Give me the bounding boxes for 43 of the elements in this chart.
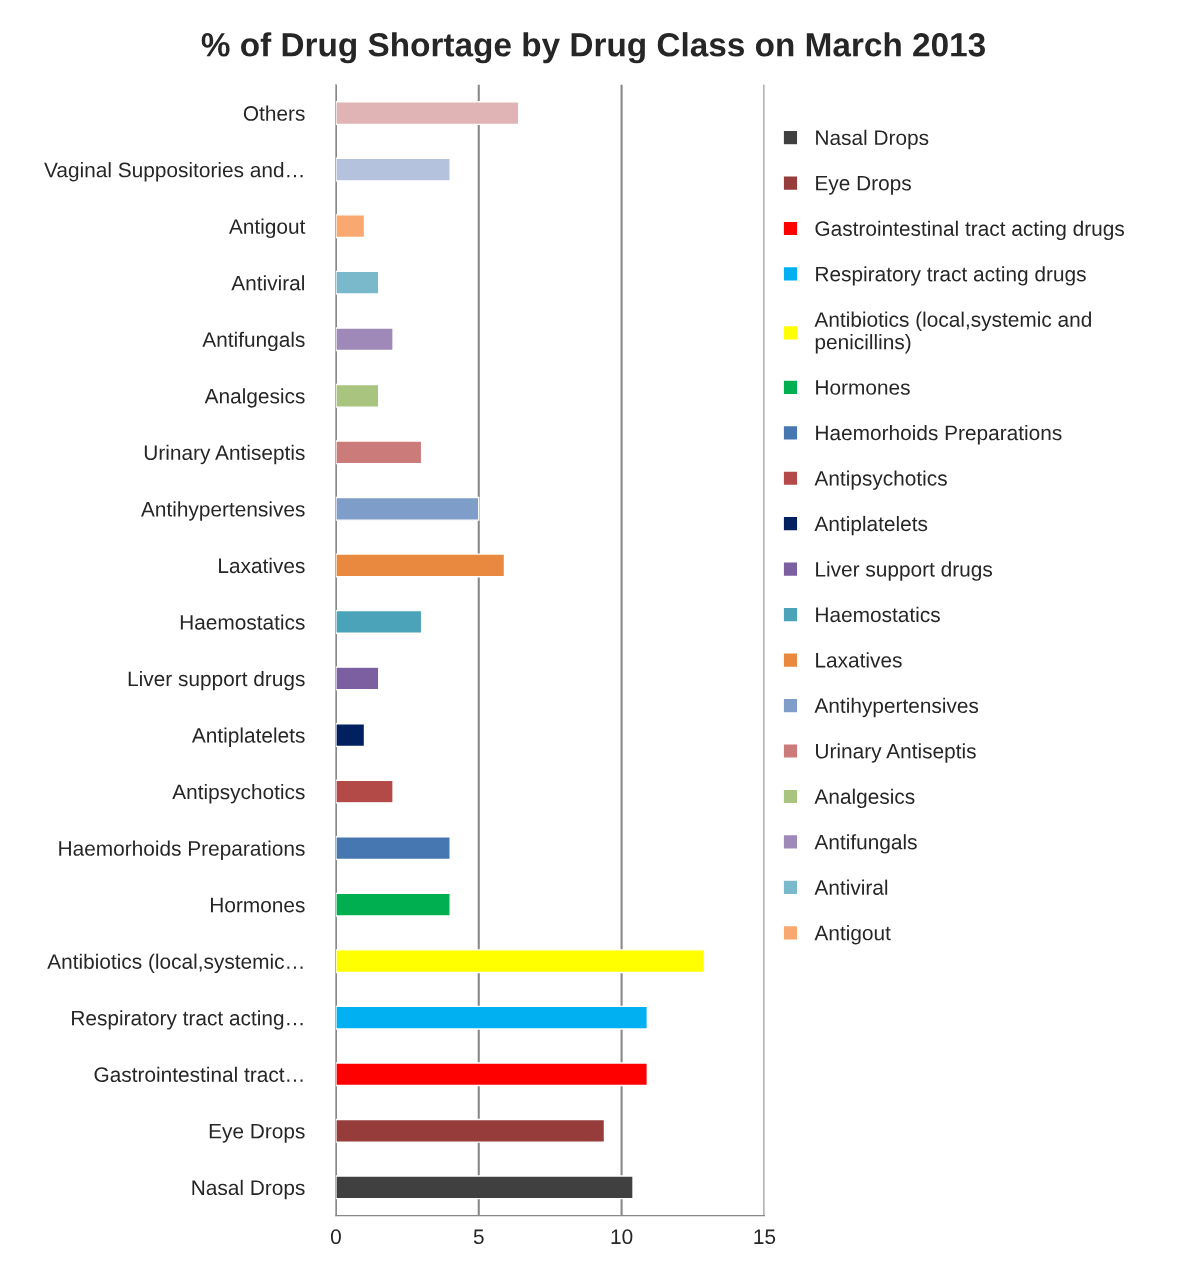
legend-label: Urinary Antiseptis: [816, 743, 976, 763]
x-tick-label: 0: [330, 1229, 341, 1245]
x-tick-label: 10: [611, 1229, 633, 1245]
y-tick-label: Eye Drops: [209, 1124, 305, 1143]
y-tick-label: Haemorhoids Preparations: [59, 840, 305, 860]
y-tick-label: Nasal Drops: [192, 1179, 305, 1200]
legend-label: Gastrointestinal tract acting drugs: [815, 220, 1125, 241]
legend-label: Liver support drugs: [816, 561, 993, 581]
x-tick-label: 15: [754, 1229, 776, 1245]
y-tick-label: Antipsychotics: [172, 784, 305, 804]
y-tick-label: Antihypertensives: [140, 501, 305, 521]
y-tick-label: Urinary Antiseptis: [144, 444, 305, 465]
legend-label: Antigout: [814, 925, 891, 945]
legend-label: Nasal Drops: [816, 129, 929, 150]
legend-label: Eye Drops: [816, 176, 911, 195]
y-tick-label: Antiviral: [231, 275, 304, 291]
chart-title: % of Drug Shortage by Drug Class on March 2013: [201, 32, 985, 64]
y-tick-label: Hormones: [210, 897, 305, 913]
x-tick-label: 5: [473, 1229, 484, 1245]
y-tick-label: Antibiotics (local,systemic…: [47, 953, 303, 974]
legend-label: Haemorhoids Preparations: [816, 424, 1062, 445]
legend-label: Respiratory tract acting drugs: [816, 266, 1086, 286]
y-tick-label: Antifungals: [202, 331, 305, 352]
y-tick-label: Antiplatelets: [191, 727, 305, 747]
y-tick-label: Gastrointestinal tract…: [94, 1066, 303, 1083]
legend-label: Antifungals: [814, 834, 917, 854]
y-tick-label: Analgesics: [204, 388, 305, 408]
y-tick-label: Respiratory tract acting…: [72, 1010, 303, 1030]
y-tick-label: Vaginal Suppositories and…: [44, 162, 303, 182]
legend-label: Antipsychotics: [814, 470, 947, 490]
legend-label: Haemostatics: [816, 606, 940, 623]
legend-label: Antibiotics (local,systemic and penicillins): [814, 311, 1091, 354]
legend-label: Antihypertensives: [814, 697, 979, 718]
y-tick-label: Liver support drugs: [128, 670, 305, 691]
y-tick-label: Antigout: [228, 218, 306, 239]
legend-label: Antiplatelets: [814, 515, 928, 536]
legend-label: Laxatives: [816, 652, 902, 668]
y-tick-label: Others: [243, 105, 305, 121]
y-tick-label: Laxatives: [219, 557, 305, 574]
y-tick-label: Haemostatics: [180, 614, 305, 630]
legend-label: Analgesics: [814, 788, 915, 809]
legend-label: Hormones: [816, 380, 910, 395]
legend-label: Antiviral: [814, 879, 888, 895]
